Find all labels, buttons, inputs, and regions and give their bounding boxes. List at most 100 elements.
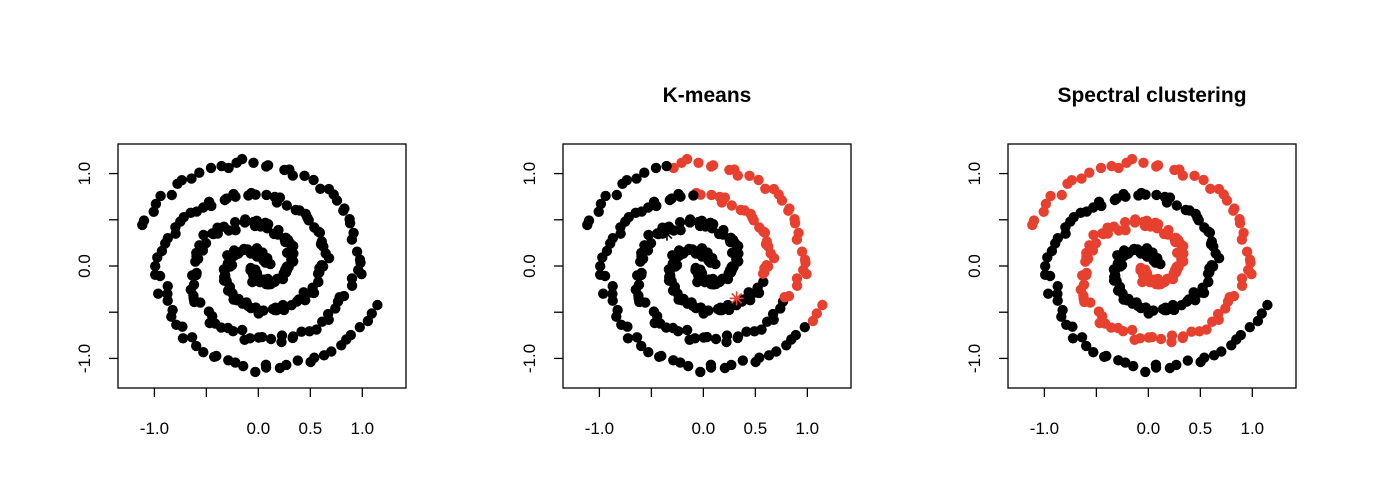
data-point [726, 200, 737, 211]
data-point [1112, 250, 1123, 261]
data-point [316, 260, 327, 271]
data-point [705, 359, 717, 370]
x-tick-label: 0.5 [744, 419, 768, 438]
data-point [1238, 227, 1249, 239]
data-point [256, 331, 268, 343]
x-tick-label: -1.0 [585, 419, 614, 438]
data-point [1148, 305, 1159, 316]
data-point [1067, 333, 1079, 344]
data-point [783, 290, 795, 302]
data-point [726, 359, 737, 371]
data-point [1212, 308, 1224, 320]
data-point [1150, 359, 1162, 370]
data-point [326, 346, 337, 357]
data-point [600, 190, 611, 202]
data-point [1119, 217, 1131, 228]
data-point [1098, 228, 1109, 240]
data-point [744, 170, 755, 181]
data-point [1077, 270, 1088, 281]
data-point [790, 329, 801, 341]
data-point [726, 261, 737, 273]
data-point [227, 326, 239, 337]
data-point [732, 331, 744, 342]
data-point [281, 359, 292, 371]
data-point [1234, 214, 1245, 225]
data-point [1056, 311, 1067, 322]
panel-title: K-means [663, 84, 752, 107]
data-point [724, 164, 735, 176]
data-point [767, 308, 779, 320]
x-tick-label: 1.0 [796, 419, 820, 438]
data-point [1155, 333, 1167, 345]
data-point [1052, 295, 1063, 306]
data-point [706, 189, 717, 201]
data-point [725, 232, 736, 243]
points [1027, 153, 1273, 378]
data-point [211, 350, 222, 362]
data-point [194, 167, 205, 178]
data-point [1027, 219, 1038, 231]
data-point [1134, 333, 1146, 344]
data-point [277, 299, 289, 311]
data-point [811, 308, 822, 319]
data-point [1159, 304, 1170, 316]
data-point [1182, 355, 1194, 366]
data-point [631, 332, 643, 343]
data-point [1235, 329, 1247, 341]
panel-kmeans: K-means -1.0 0.0 0.5 1.0 -1.0 0.0 1.0 [520, 84, 852, 438]
data-point [269, 191, 280, 203]
x-tick-label: 0.0 [692, 419, 716, 438]
data-point [754, 352, 765, 363]
data-point [229, 217, 241, 228]
x-tick-label: 0.5 [299, 419, 323, 438]
data-point [653, 228, 664, 240]
data-point [636, 340, 647, 352]
data-point [640, 297, 651, 308]
data-point [761, 236, 772, 247]
data-point [1158, 228, 1170, 240]
data-point [1040, 261, 1051, 272]
data-point [177, 333, 189, 344]
data-point [695, 366, 706, 378]
data-point [1060, 228, 1071, 239]
data-point [279, 164, 290, 176]
data-point [190, 256, 201, 267]
data-point [753, 174, 764, 186]
data-point [693, 216, 704, 228]
data-point [617, 178, 628, 189]
data-point [1177, 331, 1189, 342]
data-point [1166, 330, 1178, 341]
data-point [298, 287, 309, 298]
data-point [799, 322, 810, 333]
points [137, 153, 383, 378]
data-point [1228, 290, 1240, 302]
data-point [793, 227, 804, 239]
data-point [693, 157, 704, 168]
data-point [1056, 189, 1068, 201]
data-point [311, 324, 322, 335]
data-point [1203, 276, 1214, 288]
data-point [1229, 203, 1240, 214]
x-tick-label: 1.0 [1241, 419, 1265, 438]
x-tick-label: 0.0 [1137, 419, 1161, 438]
data-point [1138, 157, 1149, 168]
data-point [309, 222, 320, 233]
data-point [595, 198, 607, 210]
data-point [784, 203, 795, 214]
data-point [656, 350, 667, 362]
data-point [1199, 222, 1210, 233]
data-point [1106, 160, 1117, 172]
data-point [1186, 326, 1197, 337]
data-point [607, 281, 618, 292]
data-point [1199, 352, 1210, 363]
data-point [1044, 270, 1056, 282]
data-point [688, 190, 699, 201]
data-point [661, 160, 672, 172]
data-point [1042, 252, 1053, 263]
data-point [632, 270, 643, 281]
data-point [251, 273, 262, 285]
data-point [1140, 366, 1151, 378]
data-point [598, 288, 609, 299]
data-point [1180, 204, 1192, 216]
